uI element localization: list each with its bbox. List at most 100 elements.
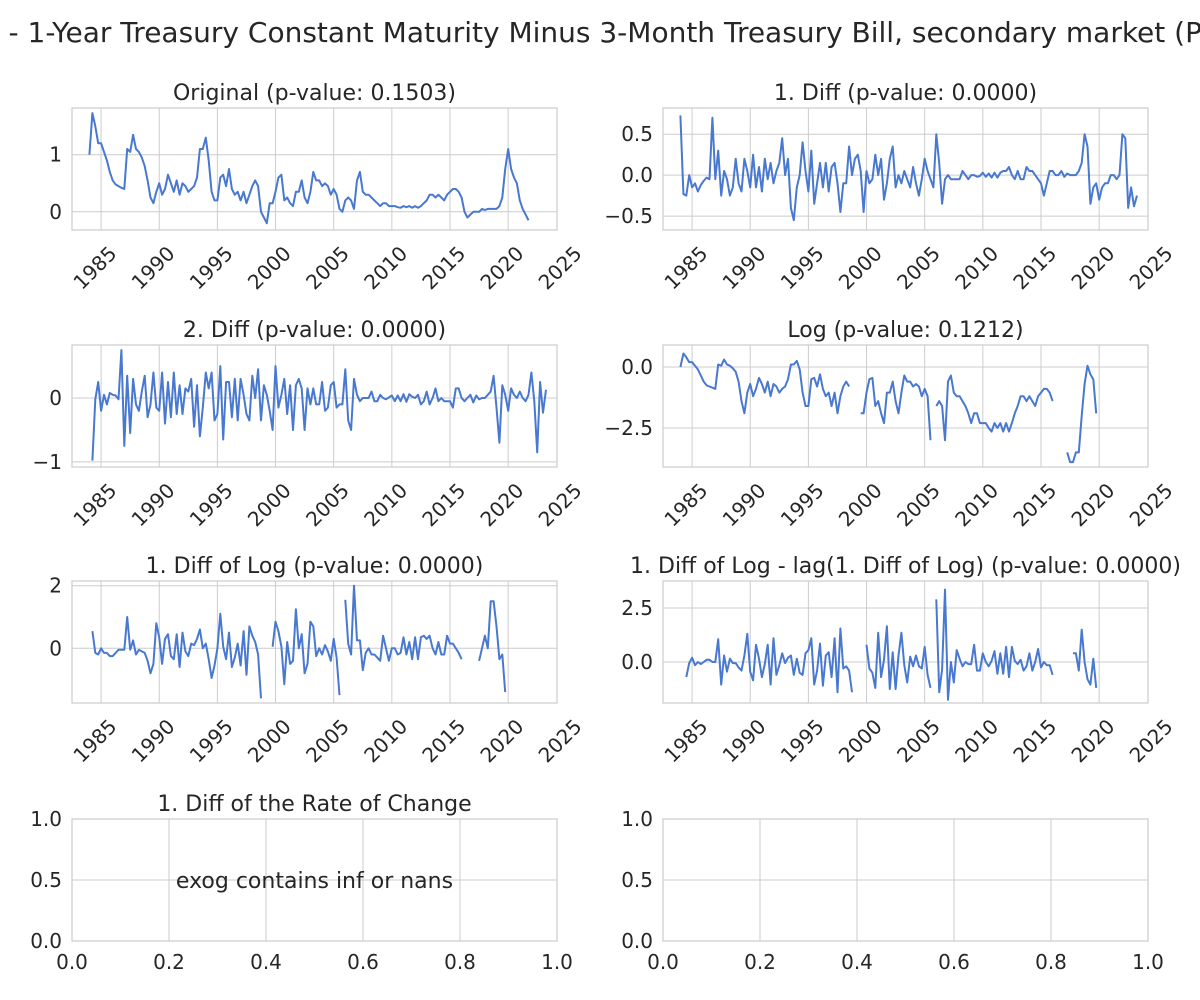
x-tick-label: 2000 bbox=[243, 241, 296, 294]
x-tick-label: 2025 bbox=[534, 714, 587, 767]
subplot-title: 2. Diff (p-value: 0.0000) bbox=[183, 318, 446, 343]
series-line bbox=[685, 588, 1098, 701]
y-tick-label: −1 bbox=[33, 450, 62, 474]
plot-area bbox=[662, 344, 1149, 468]
error-annotation: exog contains inf or nans bbox=[176, 869, 453, 894]
x-tick-label: 2005 bbox=[892, 714, 945, 767]
x-tick-label: 2005 bbox=[301, 714, 354, 767]
subplot-title: 1. Diff of Log - lag(1. Diff of Log) (p-… bbox=[630, 554, 1181, 579]
x-tick-label: 2025 bbox=[534, 478, 587, 531]
subplot-6: 1. Diff of Log - lag(1. Diff of Log) (p-… bbox=[621, 554, 1181, 767]
x-tick-label: 2010 bbox=[950, 714, 1003, 767]
plot-area bbox=[662, 107, 1149, 231]
subplot-8: 0.0 0.5 1.0 0.0 0.2 0.4 0.6 0.8 1.0 bbox=[621, 807, 1164, 974]
x-tick-label: 2000 bbox=[834, 714, 887, 767]
x-tick-label: 0.6 bbox=[347, 950, 379, 974]
series-line bbox=[88, 112, 530, 225]
y-tick-label: 0.5 bbox=[621, 122, 653, 146]
subplot-4: Log (p-value: 0.1212) 0.0 −2.5 1985 1990 1995… bbox=[604, 318, 1177, 531]
x-tick-label: 2015 bbox=[1008, 478, 1061, 531]
y-tick-label: 0.0 bbox=[621, 650, 653, 674]
x-tick-label: 2025 bbox=[1125, 714, 1178, 767]
x-tick-label: 0.2 bbox=[153, 950, 185, 974]
x-tick-label: 1990 bbox=[127, 714, 180, 767]
x-tick-label: 0.4 bbox=[250, 950, 282, 974]
x-tick-label: 2010 bbox=[950, 241, 1003, 294]
series-line bbox=[91, 349, 547, 461]
x-tick-label: 0.6 bbox=[938, 950, 970, 974]
subplot-title: Original (p-value: 0.1503) bbox=[173, 81, 456, 106]
x-tick-label: 1995 bbox=[185, 241, 238, 294]
x-tick-label: 1990 bbox=[127, 478, 180, 531]
plot-area bbox=[71, 344, 558, 468]
x-tick-label: 2025 bbox=[534, 241, 587, 294]
x-tick-label: 2020 bbox=[1066, 478, 1119, 531]
y-tick-label: −0.5 bbox=[604, 204, 653, 228]
x-tick-label: 2015 bbox=[417, 478, 470, 531]
x-tick-label: 1990 bbox=[718, 714, 771, 767]
x-tick-label: 1995 bbox=[776, 241, 829, 294]
subplot-title: 1. Diff of Log (p-value: 0.0000) bbox=[146, 554, 484, 579]
x-tick-label: 0.4 bbox=[841, 950, 873, 974]
y-tick-label: 0.0 bbox=[621, 929, 653, 953]
x-tick-label: 2000 bbox=[834, 241, 887, 294]
y-tick-label: −2.5 bbox=[604, 416, 653, 440]
x-tick-label: 2010 bbox=[950, 478, 1003, 531]
x-tick-label: 2010 bbox=[359, 478, 412, 531]
x-tick-label: 2015 bbox=[1008, 714, 1061, 767]
x-tick-label: 2005 bbox=[301, 241, 354, 294]
y-tick-label: 0 bbox=[49, 636, 62, 660]
x-tick-label: 1990 bbox=[127, 241, 180, 294]
x-tick-label: 2005 bbox=[892, 478, 945, 531]
y-tick-label: 2.5 bbox=[621, 596, 653, 620]
x-tick-label: 1990 bbox=[718, 241, 771, 294]
x-tick-label: 2020 bbox=[1066, 714, 1119, 767]
y-tick-label: 0.5 bbox=[30, 868, 62, 892]
x-tick-label: 2010 bbox=[359, 714, 412, 767]
x-tick-label: 2000 bbox=[243, 714, 296, 767]
x-tick-label: 1990 bbox=[718, 478, 771, 531]
x-tick-label: 1985 bbox=[659, 478, 712, 531]
x-tick-label: 1985 bbox=[68, 241, 121, 294]
y-tick-label: 0.0 bbox=[30, 929, 62, 953]
subplot-3: 2. Diff (p-value: 0.0000) −1 0 1985 1990 1995… bbox=[33, 318, 587, 531]
x-tick-label: 2005 bbox=[301, 478, 354, 531]
subplot-7: 1. Diff of the Rate of Change 0.0 0.5 1.0 0.… bbox=[30, 792, 573, 974]
y-tick-label: 1.0 bbox=[30, 807, 62, 831]
series-line bbox=[679, 115, 1138, 222]
x-tick-label: 2025 bbox=[1125, 241, 1178, 294]
x-tick-label: 0.2 bbox=[744, 950, 776, 974]
subplot-title: 1. Diff (p-value: 0.0000) bbox=[774, 81, 1037, 106]
y-tick-label: 0.5 bbox=[621, 868, 653, 892]
x-tick-label: 1995 bbox=[776, 478, 829, 531]
x-tick-label: 0.8 bbox=[444, 950, 476, 974]
x-tick-label: 1985 bbox=[659, 241, 712, 294]
x-tick-label: 2020 bbox=[475, 714, 528, 767]
x-tick-label: 2020 bbox=[475, 241, 528, 294]
x-tick-label: 2015 bbox=[417, 714, 470, 767]
plot-area bbox=[662, 580, 1149, 704]
subplot-title: Log (p-value: 0.1212) bbox=[787, 318, 1023, 343]
x-tick-label: 0.0 bbox=[56, 950, 88, 974]
x-tick-label: 2000 bbox=[834, 478, 887, 531]
x-tick-label: 1995 bbox=[185, 478, 238, 531]
subplot-title: 1. Diff of the Rate of Change bbox=[157, 792, 471, 817]
x-tick-label: 2010 bbox=[359, 241, 412, 294]
x-tick-label: 0.0 bbox=[647, 950, 679, 974]
series-line bbox=[679, 352, 1098, 464]
x-tick-label: 1995 bbox=[185, 714, 238, 767]
subplot-1: Original (p-value: 0.1503) 0 1 1985 1990 1995… bbox=[49, 81, 586, 294]
y-tick-label: 0.0 bbox=[621, 163, 653, 187]
x-tick-label: 2020 bbox=[475, 478, 528, 531]
x-tick-label: 1985 bbox=[659, 714, 712, 767]
x-tick-label: 1.0 bbox=[1132, 950, 1164, 974]
x-tick-label: 1985 bbox=[68, 478, 121, 531]
y-tick-label: 0.0 bbox=[621, 355, 653, 379]
x-tick-label: 2005 bbox=[892, 241, 945, 294]
x-tick-label: 1995 bbox=[776, 714, 829, 767]
series-line bbox=[91, 584, 507, 699]
x-tick-label: 2000 bbox=[243, 478, 296, 531]
